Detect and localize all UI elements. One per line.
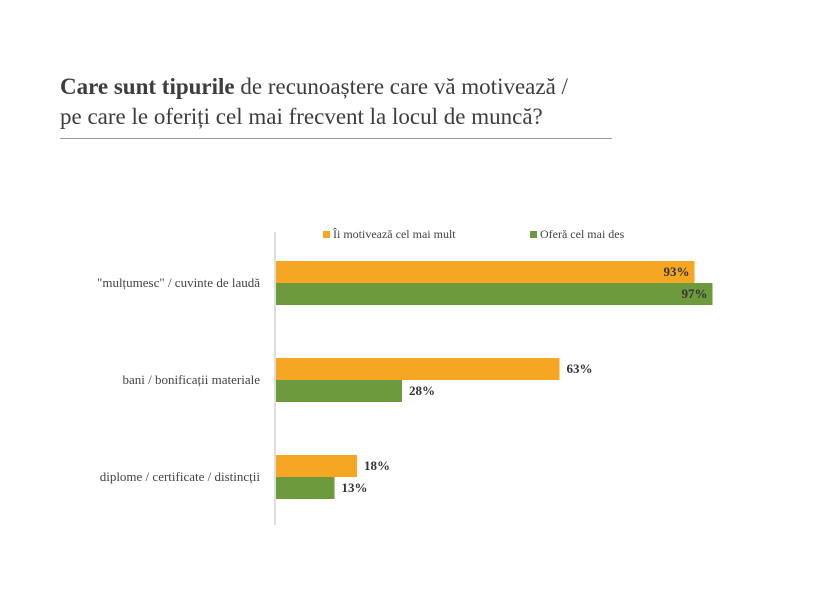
data-label-0-1: 97% [682,286,708,301]
chart-title-bold: Care sunt tipurile [60,74,235,99]
legend-swatch-0 [323,231,330,238]
bar-1-1 [276,380,402,402]
bar-2-1 [276,477,335,499]
data-label-2-0: 18% [364,458,390,473]
bar-1-0 [276,358,560,380]
legend-label-1: Oferă cel mai des [540,227,625,241]
data-label-1-0: 63% [567,361,593,376]
chart-title-line2: pe care le oferiți cel mai frecvent la l… [60,104,543,129]
bar-0-0 [276,261,695,283]
legend-label-0: Îi motivează cel mai mult [333,227,456,241]
data-label-0-0: 93% [664,264,690,279]
category-label-0: "mulțumesc" / cuvinte de laudă [97,275,260,290]
legend-swatch-1 [530,231,537,238]
bar-2-0 [276,455,357,477]
category-label-1: bani / bonificații materiale [122,372,260,387]
title-divider [60,138,612,139]
bar-0-1 [276,283,713,305]
data-label-1-1: 28% [409,383,435,398]
category-label-2: diplome / certificate / distincții [100,469,261,484]
chart-title: Care sunt tipurile de recunoaștere care … [60,72,620,132]
chart-title-line1: de recunoaștere care vă motivează / [234,74,568,99]
data-label-2-1: 13% [342,480,368,495]
